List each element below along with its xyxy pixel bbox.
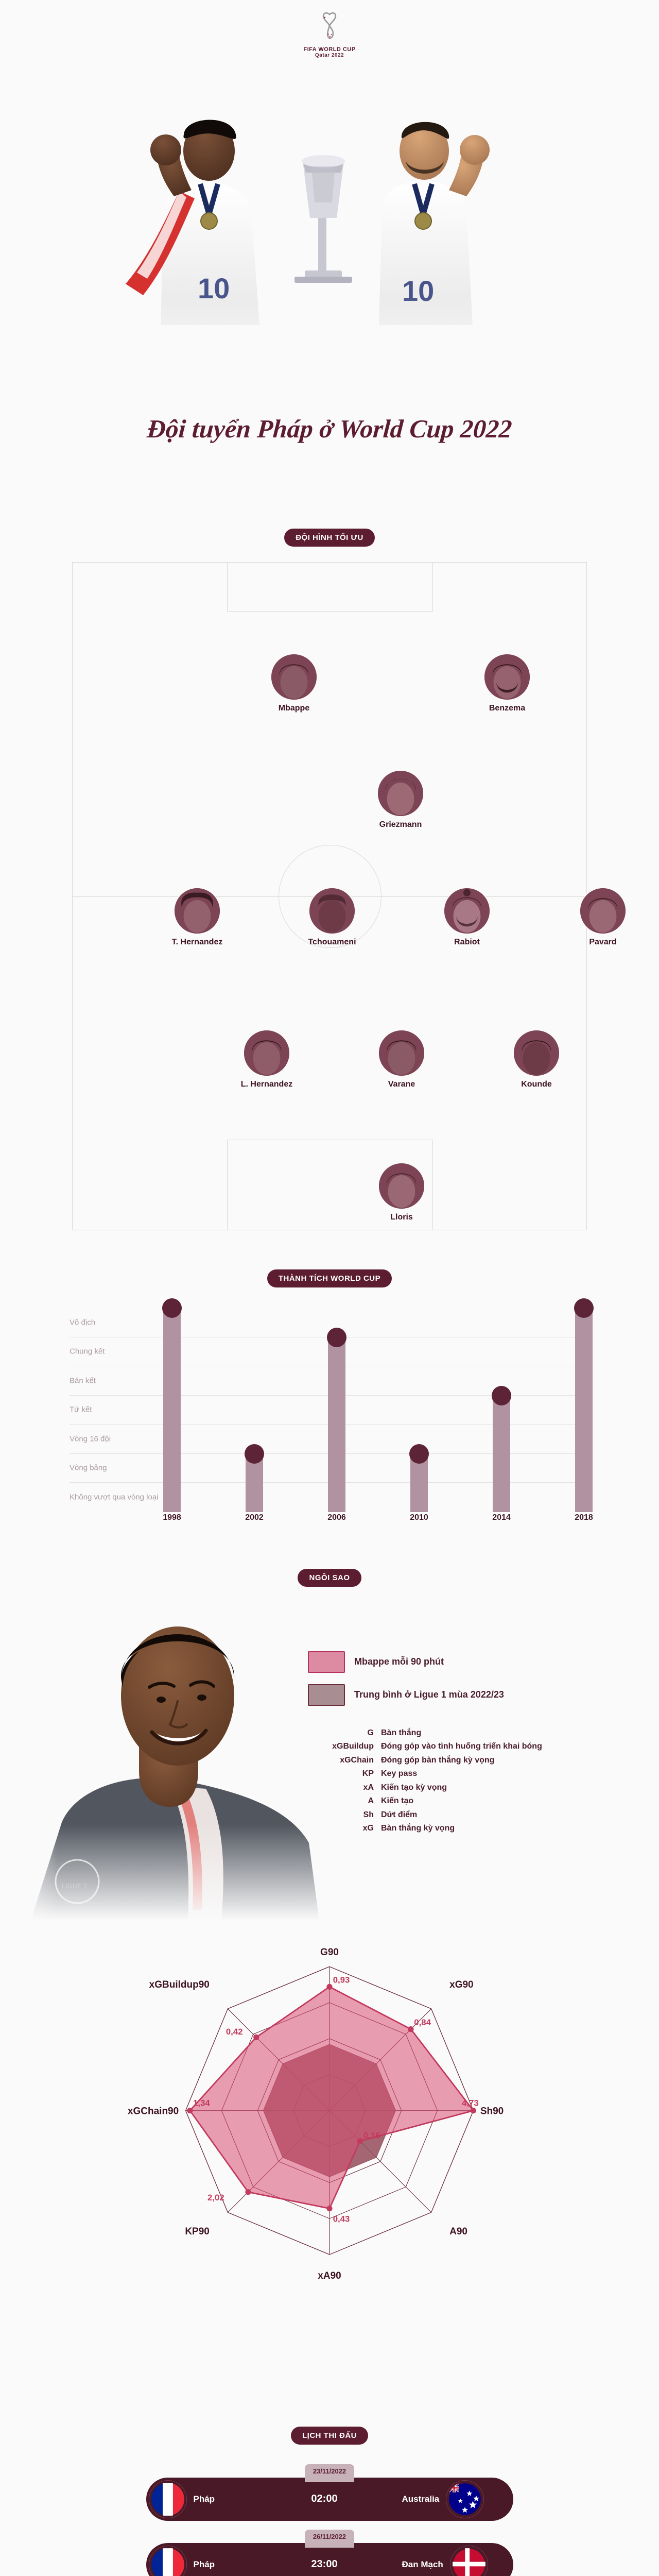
svg-text:xGBuildup90: xGBuildup90 [149, 1979, 210, 1990]
svg-text:0,93: 0,93 [333, 1975, 350, 1985]
svg-text:Sh90: Sh90 [480, 2106, 504, 2116]
svg-text:xA90: xA90 [318, 2270, 341, 2281]
svg-text:0,16: 0,16 [363, 2130, 380, 2140]
svg-text:A90: A90 [449, 2226, 467, 2236]
svg-text:G90: G90 [320, 1946, 339, 1957]
svg-text:KP90: KP90 [185, 2226, 210, 2236]
svg-text:0,42: 0,42 [226, 2027, 243, 2037]
svg-text:4,73: 4,73 [462, 2098, 479, 2108]
svg-text:xG90: xG90 [449, 1979, 473, 1990]
svg-text:2,02: 2,02 [207, 2193, 224, 2202]
svg-text:xGChain90: xGChain90 [128, 2106, 179, 2116]
svg-text:1,34: 1,34 [193, 2098, 210, 2108]
svg-text:0,43: 0,43 [333, 2214, 350, 2224]
svg-text:0,84: 0,84 [414, 2018, 431, 2027]
